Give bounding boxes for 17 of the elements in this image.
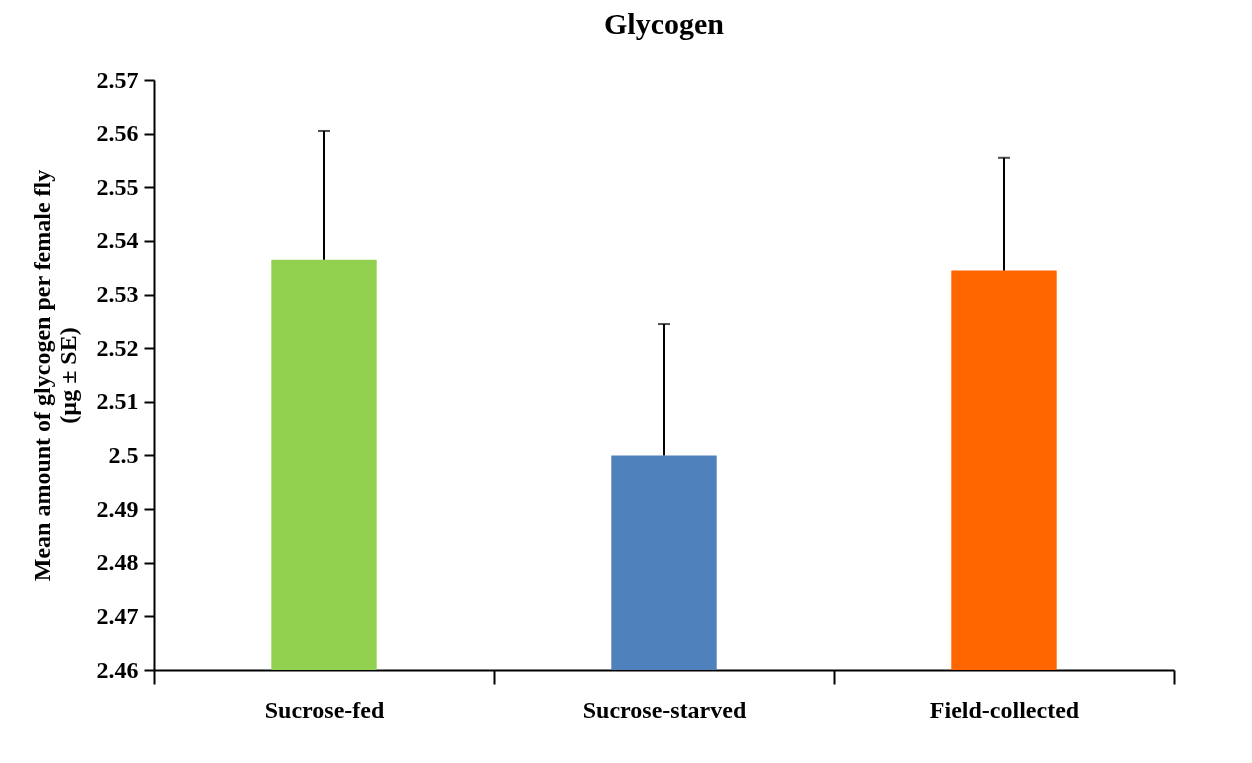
y-axis-title: Mean amount of glycogen per female fly (µg ± SE) — [28, 169, 81, 582]
x-tick-label: Field-collected — [929, 696, 1080, 723]
chart-title: Glycogen — [604, 7, 725, 40]
y-tick-label: 2.53 — [96, 281, 139, 308]
x-tick-label: Sucrose-starved — [582, 696, 747, 723]
y-tick-label: 2.51 — [96, 388, 139, 415]
y-tick-label: 2.52 — [96, 334, 139, 361]
y-tick-label: 2.47 — [96, 602, 139, 629]
y-tick-label: 2.5 — [108, 441, 139, 468]
y-tick-label: 2.54 — [96, 227, 139, 254]
y-tick-label: 2.56 — [96, 120, 139, 147]
y-tick-label: 2.48 — [96, 549, 139, 576]
y-tick-label: 2.57 — [96, 66, 139, 93]
y-tick-label: 2.55 — [96, 173, 139, 200]
y-tick-label: 2.46 — [96, 656, 139, 683]
y-tick-label: 2.49 — [96, 495, 139, 522]
x-tick-label: Sucrose-fed — [264, 696, 385, 723]
